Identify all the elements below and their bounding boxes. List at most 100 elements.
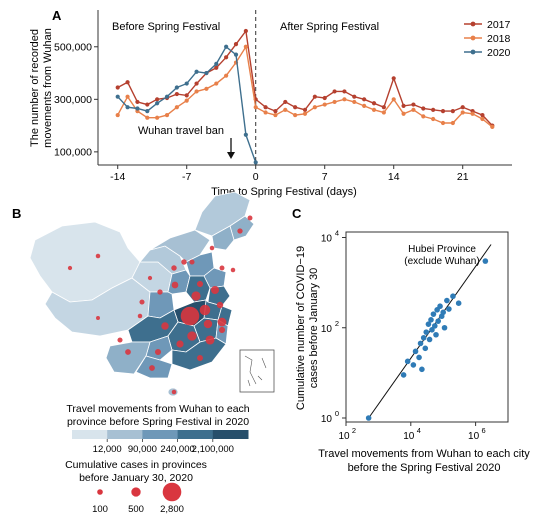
color-legend-tick-label: 2,100,000 bbox=[192, 444, 234, 455]
x-tick-base: 10 bbox=[338, 431, 350, 442]
province-case-bubble bbox=[117, 337, 123, 343]
y-tick-exponent: 4 bbox=[335, 229, 339, 238]
color-legend-title-line2: province before Spring Festival in 2020 bbox=[67, 416, 249, 428]
panel-a-plot-area bbox=[97, 10, 512, 166]
series-point-2020 bbox=[204, 70, 209, 76]
series-point-2017 bbox=[332, 89, 337, 94]
y-tick-exponent: 0 bbox=[335, 409, 339, 418]
province-case-bubble bbox=[218, 326, 226, 334]
province-case-bubble bbox=[149, 365, 155, 371]
series-point-2018 bbox=[411, 107, 416, 112]
series-point-2018 bbox=[204, 86, 209, 91]
panel-c-x-axis-title-line1: Travel movements from Wuhan to each city bbox=[318, 448, 530, 460]
series-point-2017 bbox=[371, 101, 377, 106]
province-case-bubble bbox=[147, 275, 153, 281]
scatter-point bbox=[446, 306, 452, 312]
scatter-point bbox=[420, 334, 427, 341]
province-case-bubble bbox=[230, 267, 236, 273]
series-point-2018 bbox=[371, 107, 377, 112]
series-point-2017 bbox=[322, 95, 327, 101]
x-tick-exponent: 4 bbox=[417, 426, 421, 435]
x-tick-label: 7 bbox=[322, 171, 328, 183]
scatter-point bbox=[400, 372, 407, 378]
scatter-point bbox=[444, 297, 450, 304]
scatter-point bbox=[482, 258, 489, 264]
scatter-point bbox=[441, 324, 448, 331]
color-legend-tick-label: 12,000 bbox=[93, 444, 122, 455]
scatter-point bbox=[422, 345, 429, 352]
panel-c-y-axis-title-line1: Cumulative number of COVID−19 bbox=[295, 246, 307, 410]
series-point-2018 bbox=[263, 110, 268, 115]
series-point-2018 bbox=[460, 110, 465, 115]
series-point-2017 bbox=[411, 102, 416, 107]
series-point-2017 bbox=[135, 99, 140, 105]
color-legend-swatch bbox=[107, 430, 143, 439]
province-case-bubble bbox=[67, 265, 73, 271]
series-point-2018 bbox=[145, 115, 150, 120]
province-case-bubble bbox=[95, 253, 101, 259]
series-point-2018 bbox=[421, 114, 426, 119]
color-legend-swatch bbox=[212, 430, 249, 439]
province-case-bubble bbox=[171, 281, 179, 289]
panel-a-frame bbox=[98, 10, 512, 165]
scatter-point bbox=[431, 323, 438, 329]
province-case-bubble bbox=[247, 215, 253, 221]
series-point-2017 bbox=[460, 105, 465, 110]
series-point-2018 bbox=[273, 112, 278, 118]
legend-marker-2018 bbox=[470, 35, 476, 41]
series-point-2017 bbox=[302, 107, 308, 112]
series-point-2020 bbox=[194, 69, 199, 74]
x-tick-label: 14 bbox=[388, 171, 400, 183]
series-point-2018 bbox=[312, 105, 317, 110]
series-point-2018 bbox=[155, 115, 160, 120]
series-point-2020 bbox=[135, 106, 140, 111]
series-point-2017 bbox=[263, 105, 268, 110]
province-case-bubble bbox=[197, 355, 203, 361]
hubei-annotation-line1: Hubei Province bbox=[408, 244, 476, 255]
province-case-bubble bbox=[203, 319, 213, 329]
wuhan-travel-ban-label: Wuhan travel ban bbox=[138, 125, 224, 137]
scatter-point bbox=[412, 348, 419, 355]
panel-a-series bbox=[115, 28, 495, 165]
series-point-2017 bbox=[293, 105, 298, 110]
series-point-2018 bbox=[381, 110, 386, 115]
size-legend-title-line1: Cumulative cases in provinces bbox=[65, 459, 207, 471]
province-case-bubble bbox=[181, 259, 187, 265]
x-tick-label: 21 bbox=[457, 171, 469, 183]
y-tick-base: 10 bbox=[321, 414, 333, 425]
panel-a-y-ticks: 100,000 300,000 500,000 bbox=[54, 41, 98, 158]
series-point-2017 bbox=[214, 65, 219, 70]
province-case-bubble bbox=[154, 348, 162, 356]
province-case-bubble bbox=[199, 304, 211, 316]
x-tick-label: 0 bbox=[253, 171, 259, 183]
scatter-point bbox=[433, 331, 439, 338]
province-case-bubble bbox=[217, 317, 227, 327]
series-point-2017 bbox=[125, 80, 130, 85]
legend-label-2017: 2017 bbox=[487, 19, 511, 31]
scatter-point bbox=[429, 327, 435, 333]
province-case-bubble bbox=[211, 286, 219, 294]
scatter-point bbox=[430, 311, 437, 317]
province-case-bubble bbox=[209, 245, 215, 251]
x-tick-label: -14 bbox=[110, 171, 125, 183]
province-case-bubble bbox=[96, 316, 100, 320]
series-point-2017 bbox=[362, 97, 367, 102]
scatter-point bbox=[450, 293, 456, 300]
series-point-2017 bbox=[342, 89, 347, 94]
series-point-2018 bbox=[253, 105, 258, 110]
series-point-2018 bbox=[362, 103, 367, 108]
province-case-bubble bbox=[216, 301, 224, 309]
legend-label-2020: 2020 bbox=[487, 47, 511, 59]
y-tick-label: 500,000 bbox=[54, 41, 92, 53]
series-point-2018 bbox=[470, 111, 475, 116]
scatter-point bbox=[426, 336, 433, 343]
panel-a-y-axis-title-line2: movements from Wuhan bbox=[42, 28, 54, 148]
x-tick-label: -7 bbox=[182, 171, 191, 183]
province-case-bubble bbox=[137, 313, 143, 319]
y-tick-base: 10 bbox=[321, 324, 333, 335]
province-case-bubble bbox=[171, 265, 177, 271]
color-legend-bar bbox=[72, 430, 249, 439]
y-tick-exponent: 2 bbox=[335, 319, 339, 328]
